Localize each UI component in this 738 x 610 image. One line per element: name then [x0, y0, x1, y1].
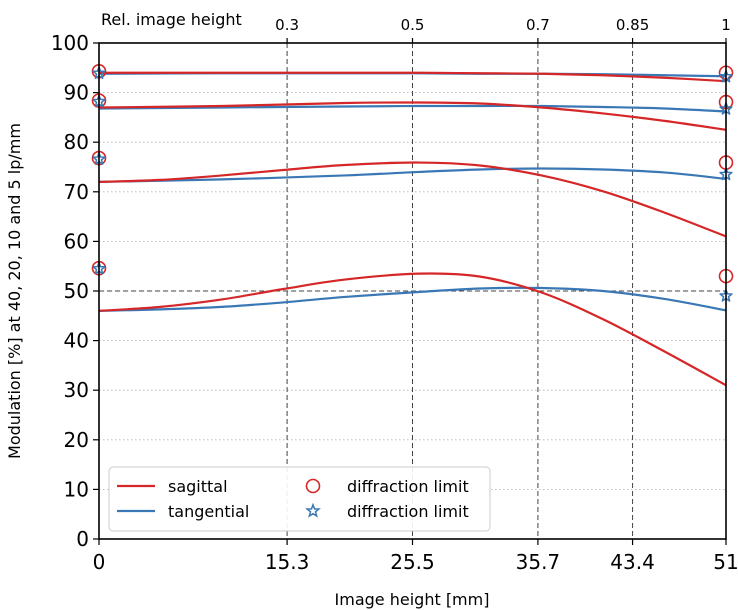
legend-box — [108, 466, 491, 532]
top-tick-label: 1 — [721, 16, 731, 34]
legend-diffraction-star-label: diffraction limit — [347, 502, 469, 521]
legend-star-marker — [305, 502, 321, 518]
x-tick-label: 35.7 — [516, 550, 561, 574]
top-axis-label: Rel. image height — [101, 10, 242, 29]
x-tick-label: 0 — [93, 550, 106, 574]
sagittal-curve — [98, 161, 727, 238]
top-tick-label: 0.3 — [275, 16, 299, 34]
legend-diffraction-circle-label: diffraction limit — [347, 477, 469, 496]
y-tick-label: 60 — [64, 229, 89, 253]
x-axis-label: Image height [mm] — [335, 590, 490, 609]
y-tick-label: 100 — [51, 31, 89, 55]
y-tick-label: 80 — [64, 130, 89, 154]
top-tick-label: 0.7 — [526, 16, 550, 34]
legend-circle-marker — [305, 478, 321, 494]
sagittal-curve — [98, 71, 727, 83]
sagittal-curve — [98, 272, 727, 387]
axis-ticks: 0 10 20 30 40 50 60 70 80 90 100 0 15.3 25.5 35.7 43.4 5… — [51, 16, 738, 574]
y-tick-label: 0 — [76, 527, 89, 551]
x-tick-label: 15.3 — [265, 550, 310, 574]
x-tick-label: 51 — [713, 550, 738, 574]
y-tick-label: 30 — [64, 378, 89, 402]
y-tick-label: 50 — [64, 279, 89, 303]
y-axis-label: Modulation [%] at 40, 20, 10 and 5 lp/mm — [5, 123, 24, 459]
top-tick-label: 0.85 — [616, 16, 649, 34]
grid-lines — [99, 43, 726, 539]
sagittal-curve — [98, 101, 727, 131]
y-tick-label: 90 — [64, 81, 89, 105]
legend-tangential-label: tangential — [168, 502, 249, 521]
y-tick-label: 10 — [64, 477, 89, 501]
legend-sagittal-label: sagittal — [168, 477, 228, 496]
x-tick-label: 25.5 — [390, 550, 435, 574]
tangential-curve — [98, 167, 727, 183]
tangential-curve — [98, 104, 727, 113]
y-tick-label: 20 — [64, 428, 89, 452]
y-tick-label: 40 — [64, 329, 89, 353]
y-tick-label: 70 — [64, 180, 89, 204]
series-lines — [98, 71, 727, 387]
tangential-curve — [98, 286, 727, 312]
x-tick-label: 43.4 — [610, 550, 655, 574]
legend: sagittal tangential diffraction limit di… — [108, 466, 491, 532]
top-tick-label: 0.5 — [401, 16, 425, 34]
